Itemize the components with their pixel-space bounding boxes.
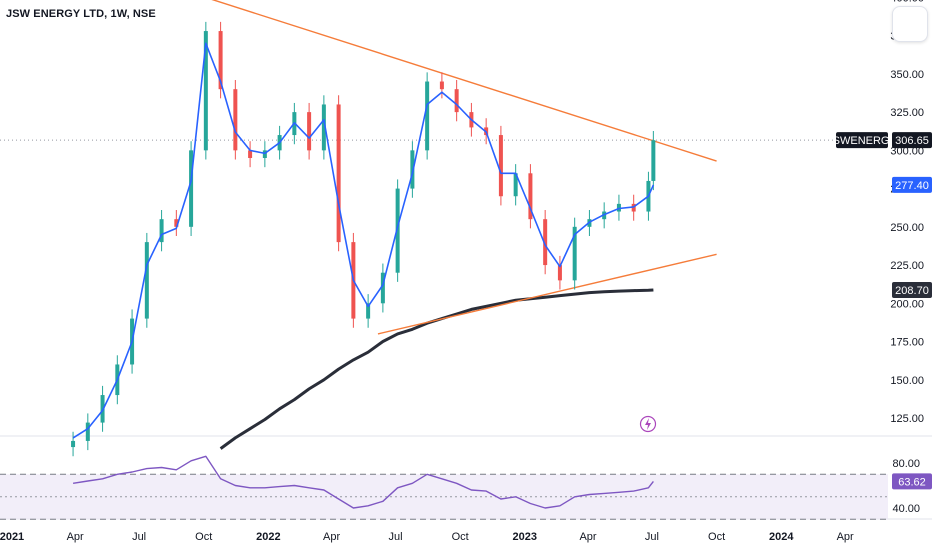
candle-body — [528, 173, 533, 220]
candle-body — [425, 81, 430, 151]
symbol-badge: JSWENERGY — [827, 132, 897, 149]
ema-badge-text: 277.40 — [895, 180, 929, 192]
time-axis-label: Apr — [323, 531, 340, 543]
time-axis-label: Oct — [452, 531, 469, 543]
time-axis-label: 2021 — [0, 531, 24, 543]
time-axis-label: 2024 — [769, 531, 794, 543]
time-axis-label: Jul — [388, 531, 402, 543]
candle-body — [380, 272, 385, 304]
price-badge-bg — [892, 132, 932, 149]
ema-badge: 277.40 — [892, 176, 932, 193]
price-axis-label: 225.00 — [890, 260, 924, 272]
candle-body — [410, 150, 415, 189]
candle-body — [144, 242, 149, 319]
candle-body — [543, 219, 548, 266]
candle-body — [218, 31, 223, 90]
ema-line — [72, 42, 655, 439]
price-axis-label: 150.00 — [890, 375, 924, 387]
price-axis-label: 300.00 — [890, 145, 924, 157]
time-axis-label: Oct — [708, 531, 725, 543]
price-axis-label: 175.00 — [890, 337, 924, 349]
rsi-band — [0, 474, 888, 520]
time-axis-label: Jul — [645, 531, 659, 543]
rsi-badge-text: 63.62 — [898, 476, 926, 488]
price-axis-label: 250.00 — [890, 222, 924, 234]
flash-event-icon-bolt — [645, 418, 651, 430]
lower-trendline — [377, 253, 717, 335]
candle-body — [174, 219, 179, 227]
ema-badge-bg — [892, 176, 932, 193]
candle-body — [248, 150, 253, 158]
candle-body — [233, 89, 238, 151]
time-axis-label: 2022 — [256, 531, 280, 543]
candle-body — [307, 112, 312, 151]
flash-event-icon[interactable] — [639, 415, 657, 433]
candle-body — [557, 265, 562, 281]
candle-body — [439, 81, 444, 90]
rsi-badge-bg — [892, 473, 932, 490]
candle-body — [513, 173, 518, 197]
upper-trendline — [211, 0, 717, 162]
price-axis-label: 400.00 — [890, 0, 924, 4]
candle-body — [454, 89, 459, 113]
chart-title: JSW ENERGY LTD, 1W, NSE — [6, 8, 156, 20]
candle-body — [336, 104, 341, 243]
ma-badge-bg — [892, 281, 932, 298]
candle-body — [498, 135, 503, 197]
candle-body — [395, 188, 400, 273]
symbol-badge-bg — [836, 132, 888, 149]
time-axis-label: Apr — [67, 531, 84, 543]
logo-badge[interactable] — [892, 6, 928, 42]
price-axis-label: 350.00 — [890, 69, 924, 81]
candle-body — [159, 219, 164, 243]
candle-body — [651, 140, 656, 181]
candle-body — [85, 422, 90, 441]
candle-body — [189, 150, 194, 227]
time-axis-label: Apr — [579, 531, 596, 543]
candle-body — [366, 303, 371, 319]
price-axis-label: 325.00 — [890, 107, 924, 119]
symbol-badge-text: JSWENERGY — [827, 135, 897, 147]
rsi-badge: 63.62 — [892, 473, 932, 490]
candle-body — [321, 104, 326, 151]
time-axis-label: Oct — [195, 531, 212, 543]
rsi-axis-label: 40.00 — [892, 503, 920, 515]
time-axis-label: Apr — [837, 531, 854, 543]
ma-line — [219, 288, 654, 450]
candle-body — [203, 31, 208, 151]
time-axis-label: Jul — [132, 531, 146, 543]
price-axis-label: 200.00 — [890, 298, 924, 310]
price-badge: 306.65 — [892, 132, 932, 149]
price-badge-text: 306.65 — [895, 135, 929, 147]
ma-badge: 208.70 — [892, 281, 932, 298]
candle-body — [71, 440, 76, 448]
rsi-line — [72, 455, 654, 509]
candle-body — [572, 226, 577, 281]
price-axis-label: 125.00 — [890, 413, 924, 425]
time-axis-label: 2023 — [513, 531, 537, 543]
rsi-axis-label: 80.00 — [892, 458, 920, 470]
ma-badge-text: 208.70 — [895, 285, 929, 297]
